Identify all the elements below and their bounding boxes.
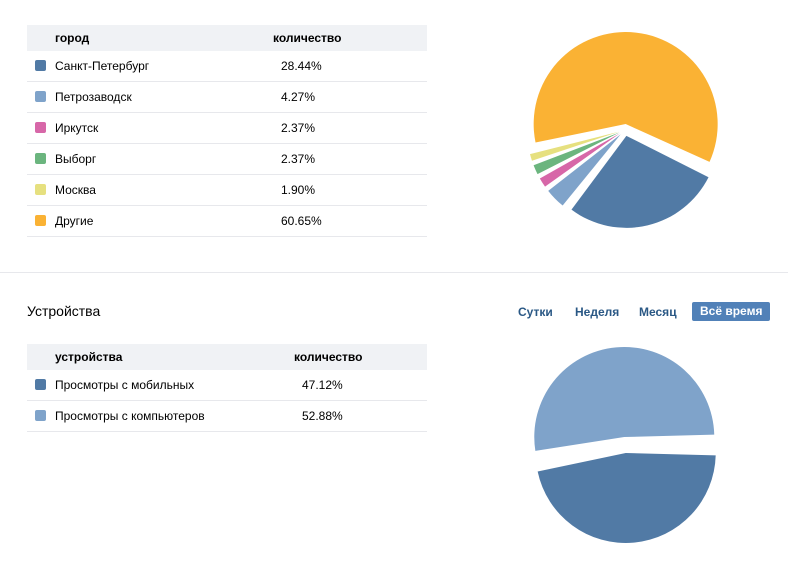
legend-swatch	[35, 91, 46, 102]
table-row: Просмотры с компьютеров 52.88%	[27, 401, 427, 432]
period-day-button[interactable]: Сутки	[518, 305, 553, 319]
city-value: 60.65%	[281, 214, 322, 228]
pie-slice[interactable]	[571, 135, 709, 228]
cities-table-header: город количество	[27, 25, 427, 51]
legend-swatch	[35, 153, 46, 164]
devices-table-header: устройства количество	[27, 344, 427, 370]
cities-table: город количество Санкт-Петербург 28.44% …	[27, 25, 427, 237]
table-row: Выборг 2.37%	[27, 144, 427, 175]
pie-slice[interactable]	[530, 131, 620, 161]
legend-swatch	[35, 215, 46, 226]
pie-slice[interactable]	[533, 132, 620, 175]
legend-swatch	[35, 122, 46, 133]
devices-pie-chart	[534, 347, 716, 543]
device-column-header: устройства	[55, 350, 123, 364]
legend-swatch	[35, 410, 46, 421]
city-column-header: город	[55, 31, 90, 45]
device-label: Просмотры с компьютеров	[55, 409, 205, 423]
table-row: Москва 1.90%	[27, 175, 427, 206]
city-label: Петрозаводск	[55, 90, 132, 104]
section-divider	[0, 272, 788, 273]
device-label: Просмотры с мобильных	[55, 378, 195, 392]
count-column-header: количество	[294, 350, 363, 364]
table-row: Просмотры с мобильных 47.12%	[27, 370, 427, 401]
city-label: Выборг	[55, 152, 97, 166]
devices-table: устройства количество Просмотры с мобиль…	[27, 344, 427, 432]
city-value: 28.44%	[281, 59, 322, 73]
legend-swatch	[35, 60, 46, 71]
table-row: Санкт-Петербург 28.44%	[27, 51, 427, 82]
device-value: 52.88%	[302, 409, 343, 423]
table-row: Другие 60.65%	[27, 206, 427, 237]
pie-slice[interactable]	[537, 452, 716, 543]
pie-slice[interactable]	[533, 32, 718, 162]
city-label: Иркутск	[55, 121, 99, 135]
period-all-time-button[interactable]: Всё время	[692, 302, 771, 321]
pie-slice[interactable]	[534, 347, 715, 451]
table-row: Иркутск 2.37%	[27, 113, 427, 144]
city-value: 1.90%	[281, 183, 316, 197]
section-title: Устройства	[27, 303, 101, 319]
pie-slice[interactable]	[539, 133, 620, 187]
city-value: 2.37%	[281, 121, 316, 135]
pie-slice[interactable]	[548, 134, 621, 206]
legend-swatch	[35, 184, 46, 195]
city-value: 4.27%	[281, 90, 316, 104]
city-label: Санкт-Петербург	[55, 59, 150, 73]
city-label: Москва	[55, 183, 96, 197]
period-month-button[interactable]: Месяц	[639, 305, 677, 319]
device-value: 47.12%	[302, 378, 343, 392]
city-label: Другие	[55, 214, 94, 228]
legend-swatch	[35, 379, 46, 390]
count-column-header: количество	[273, 31, 342, 45]
city-value: 2.37%	[281, 152, 316, 166]
period-week-button[interactable]: Неделя	[575, 305, 620, 319]
table-row: Петрозаводск 4.27%	[27, 82, 427, 113]
cities-pie-chart	[530, 32, 718, 228]
